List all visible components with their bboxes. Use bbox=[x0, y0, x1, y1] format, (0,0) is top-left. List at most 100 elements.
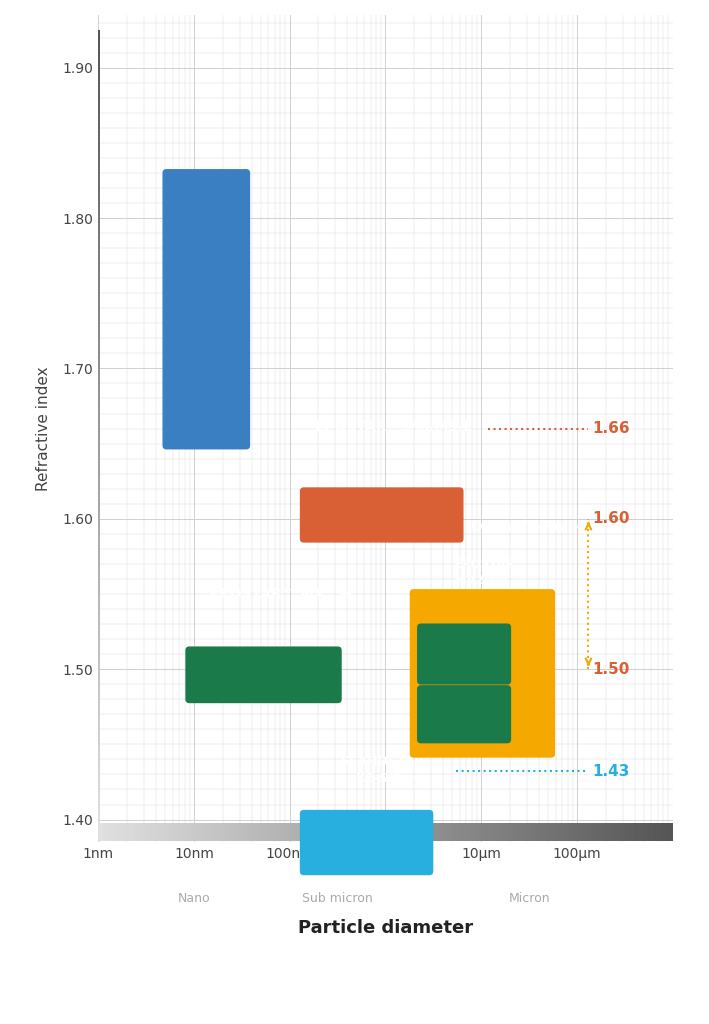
Polygon shape bbox=[584, 822, 586, 841]
Polygon shape bbox=[77, 152, 100, 159]
Text: SOLIOSTAR™-RA  →: SOLIOSTAR™-RA → bbox=[435, 520, 585, 535]
Text: 1.66: 1.66 bbox=[592, 421, 630, 436]
Polygon shape bbox=[104, 822, 107, 841]
Polygon shape bbox=[351, 822, 354, 841]
Polygon shape bbox=[503, 822, 506, 841]
Text: EPOSTAR™
MA2003  →: EPOSTAR™ MA2003 → bbox=[454, 558, 527, 587]
Polygon shape bbox=[147, 822, 150, 841]
Polygon shape bbox=[532, 822, 535, 841]
Polygon shape bbox=[452, 822, 454, 841]
Polygon shape bbox=[196, 822, 199, 841]
Polygon shape bbox=[598, 822, 601, 841]
Polygon shape bbox=[618, 822, 621, 841]
Polygon shape bbox=[535, 822, 537, 841]
Polygon shape bbox=[512, 822, 515, 841]
Polygon shape bbox=[365, 822, 368, 841]
Polygon shape bbox=[313, 822, 316, 841]
Polygon shape bbox=[144, 822, 147, 841]
Polygon shape bbox=[77, 166, 100, 172]
Polygon shape bbox=[604, 822, 607, 841]
Polygon shape bbox=[77, 828, 100, 836]
Polygon shape bbox=[558, 822, 561, 841]
Polygon shape bbox=[492, 822, 495, 841]
Polygon shape bbox=[230, 822, 233, 841]
Polygon shape bbox=[77, 409, 100, 416]
Polygon shape bbox=[219, 822, 222, 841]
Polygon shape bbox=[446, 822, 449, 841]
Polygon shape bbox=[77, 50, 100, 57]
Text: Nano: Nano bbox=[177, 892, 210, 905]
Polygon shape bbox=[77, 558, 100, 564]
Polygon shape bbox=[340, 822, 342, 841]
Polygon shape bbox=[77, 720, 100, 727]
Text: Sub micron: Sub micron bbox=[302, 892, 373, 905]
Polygon shape bbox=[77, 63, 100, 71]
Polygon shape bbox=[371, 822, 374, 841]
Polygon shape bbox=[155, 822, 158, 841]
Polygon shape bbox=[659, 822, 661, 841]
Polygon shape bbox=[383, 822, 386, 841]
Polygon shape bbox=[423, 822, 425, 841]
Polygon shape bbox=[77, 355, 100, 361]
Polygon shape bbox=[213, 822, 216, 841]
Polygon shape bbox=[77, 382, 100, 389]
Polygon shape bbox=[483, 822, 486, 841]
Polygon shape bbox=[489, 822, 492, 841]
Polygon shape bbox=[77, 524, 100, 530]
Polygon shape bbox=[644, 822, 647, 841]
Polygon shape bbox=[271, 822, 274, 841]
Polygon shape bbox=[77, 734, 100, 740]
Polygon shape bbox=[77, 253, 100, 260]
Polygon shape bbox=[77, 193, 100, 200]
Polygon shape bbox=[250, 822, 253, 841]
Polygon shape bbox=[162, 822, 164, 841]
Polygon shape bbox=[77, 511, 100, 517]
Polygon shape bbox=[110, 822, 113, 841]
Polygon shape bbox=[285, 822, 288, 841]
Polygon shape bbox=[242, 822, 245, 841]
Polygon shape bbox=[77, 233, 100, 240]
Polygon shape bbox=[294, 822, 296, 841]
Polygon shape bbox=[77, 219, 100, 226]
Polygon shape bbox=[311, 822, 313, 841]
Polygon shape bbox=[247, 822, 250, 841]
Polygon shape bbox=[77, 633, 100, 639]
Polygon shape bbox=[77, 301, 100, 307]
Polygon shape bbox=[506, 822, 509, 841]
Polygon shape bbox=[77, 436, 100, 442]
Polygon shape bbox=[569, 822, 572, 841]
Polygon shape bbox=[141, 822, 144, 841]
Polygon shape bbox=[77, 125, 100, 131]
Polygon shape bbox=[77, 287, 100, 294]
Polygon shape bbox=[77, 200, 100, 206]
Polygon shape bbox=[632, 822, 635, 841]
Polygon shape bbox=[394, 822, 397, 841]
Polygon shape bbox=[509, 822, 512, 841]
Polygon shape bbox=[661, 822, 664, 841]
Polygon shape bbox=[77, 700, 100, 707]
Polygon shape bbox=[77, 348, 100, 355]
Polygon shape bbox=[77, 538, 100, 545]
Polygon shape bbox=[222, 822, 225, 841]
Polygon shape bbox=[581, 822, 584, 841]
Polygon shape bbox=[182, 822, 184, 841]
Polygon shape bbox=[77, 442, 100, 450]
Polygon shape bbox=[77, 335, 100, 341]
Polygon shape bbox=[77, 564, 100, 571]
Polygon shape bbox=[77, 185, 100, 193]
Polygon shape bbox=[152, 822, 155, 841]
Polygon shape bbox=[113, 822, 116, 841]
Polygon shape bbox=[77, 761, 100, 768]
Polygon shape bbox=[77, 490, 100, 497]
Text: 1.50: 1.50 bbox=[592, 662, 630, 677]
Polygon shape bbox=[561, 822, 564, 841]
Polygon shape bbox=[77, 389, 100, 395]
Polygon shape bbox=[77, 57, 100, 63]
Polygon shape bbox=[526, 822, 529, 841]
Polygon shape bbox=[190, 822, 193, 841]
Polygon shape bbox=[359, 822, 362, 841]
Polygon shape bbox=[77, 646, 100, 652]
Polygon shape bbox=[564, 822, 566, 841]
Polygon shape bbox=[529, 822, 532, 841]
Y-axis label: Refractive index: Refractive index bbox=[36, 367, 51, 490]
